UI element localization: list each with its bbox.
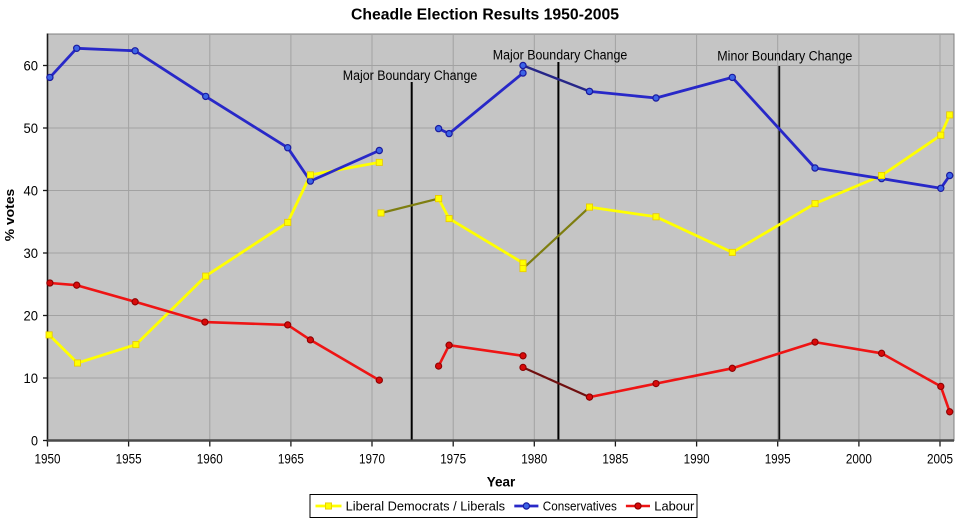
svg-text:Labour: Labour xyxy=(654,498,695,513)
svg-text:Cheadle Election Results 1950-: Cheadle Election Results 1950-2005 xyxy=(351,7,619,24)
svg-text:30: 30 xyxy=(24,245,39,261)
svg-text:Liberal Democrats / Liberals: Liberal Democrats / Liberals xyxy=(346,498,506,513)
svg-text:60: 60 xyxy=(24,58,39,74)
svg-text:1970: 1970 xyxy=(359,451,385,467)
svg-text:% votes: % votes xyxy=(2,189,17,242)
svg-text:1950: 1950 xyxy=(35,451,61,467)
svg-text:Major Boundary Change: Major Boundary Change xyxy=(343,68,478,83)
svg-text:20: 20 xyxy=(24,308,39,324)
svg-text:50: 50 xyxy=(24,120,39,136)
svg-text:1985: 1985 xyxy=(602,451,628,467)
svg-text:1995: 1995 xyxy=(765,451,791,467)
svg-text:Year: Year xyxy=(487,474,516,489)
svg-text:40: 40 xyxy=(24,183,39,199)
svg-text:1975: 1975 xyxy=(440,451,466,467)
svg-text:1955: 1955 xyxy=(116,451,142,467)
svg-text:1990: 1990 xyxy=(684,451,710,467)
svg-text:0: 0 xyxy=(31,433,38,449)
svg-text:Minor Boundary Change: Minor Boundary Change xyxy=(717,49,852,64)
svg-text:1960: 1960 xyxy=(197,451,223,467)
svg-text:1965: 1965 xyxy=(278,451,304,467)
svg-text:Major Boundary Change: Major Boundary Change xyxy=(493,47,628,62)
svg-text:2005: 2005 xyxy=(927,451,953,467)
svg-text:1980: 1980 xyxy=(521,451,547,467)
svg-text:Conservatives: Conservatives xyxy=(543,498,617,513)
svg-text:2000: 2000 xyxy=(846,451,872,467)
svg-text:10: 10 xyxy=(24,370,39,386)
